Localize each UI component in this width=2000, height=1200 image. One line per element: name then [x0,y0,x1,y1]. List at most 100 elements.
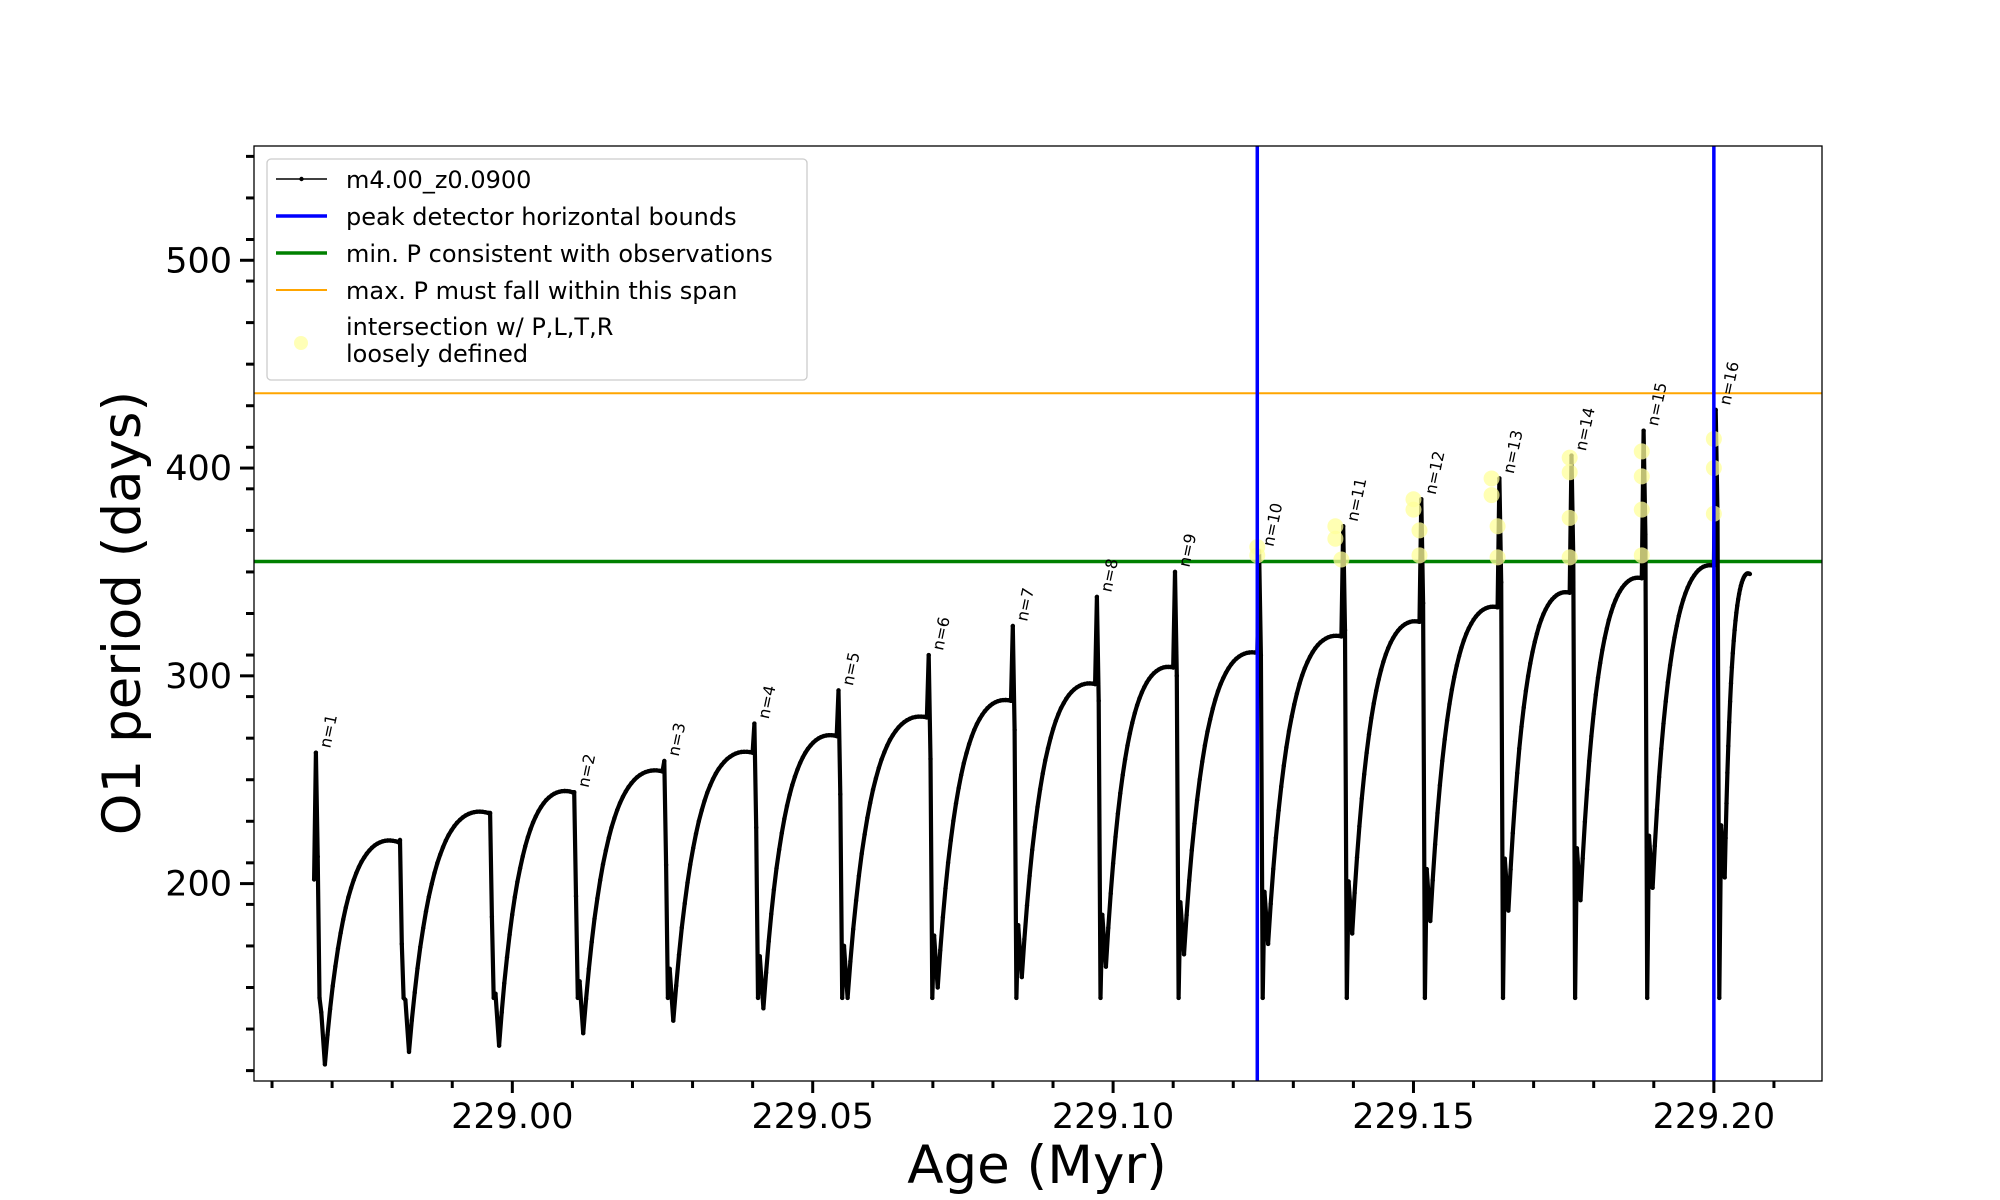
series-point [674,983,679,988]
series-point [1281,763,1287,768]
series-point [948,838,953,843]
series-point [1376,677,1381,682]
series-point [1584,787,1590,792]
series-point [612,816,617,821]
intersection-point [1405,501,1422,518]
series-point [1383,652,1389,657]
series-point [313,750,319,755]
series-point [953,801,959,806]
series-point [583,996,589,1002]
series-point [792,774,798,779]
series-point [961,761,966,766]
series-point [676,952,682,957]
series-point [862,832,867,837]
series-point [1271,866,1276,871]
series-point [1184,912,1189,918]
series-point [1064,696,1069,701]
intersection-point [1483,487,1500,504]
series-point [1643,532,1648,537]
series-point [665,995,671,1001]
series-point [317,995,322,1001]
series-point [1685,585,1690,590]
x-tick-label: 229.05 [751,1097,873,1137]
series-point [1132,711,1137,716]
series-point [595,896,600,901]
series-point [885,743,890,748]
series-point [1541,612,1546,617]
series-point [1122,757,1128,762]
series-point [1654,807,1660,812]
y-axis-label: O1 period (days) [92,391,153,835]
series-point [940,915,946,920]
series-point [1718,823,1724,828]
intersection-point [1561,549,1578,566]
series-point [964,750,969,756]
series-point [1307,654,1313,659]
series-point [784,803,790,809]
series-point [1284,745,1289,750]
series-point [1210,706,1216,711]
series-point [496,1043,502,1048]
series-point [1670,648,1675,653]
series-point [1574,846,1580,851]
series-point [452,824,457,829]
series-point [1617,589,1623,594]
series-point [1723,835,1728,841]
y-axis: 200 300 400 500 [165,154,254,1073]
series-point [972,727,977,732]
series-point [327,1006,333,1012]
series-point [710,776,716,782]
series-point [1432,842,1438,847]
series-point [1567,590,1572,595]
series-point [325,1032,330,1038]
series-point [322,1062,328,1067]
series-point [620,794,626,799]
series-point [1452,674,1457,679]
series-point [1024,903,1030,908]
series-line-group [311,407,1753,1067]
series-point [1572,995,1578,1001]
series-point [489,914,495,920]
series-point [951,818,956,823]
series-point [959,772,964,778]
series-point [705,790,710,795]
series-point [1096,698,1101,703]
series-point [1728,681,1734,686]
series-point [356,864,362,870]
series-point [528,827,533,832]
series-point [1435,810,1440,816]
series-point [980,712,985,717]
series-point [617,800,623,806]
series-point [541,801,546,806]
series-point [507,932,512,937]
series-point [1422,995,1428,1001]
series-point [536,809,541,814]
series-point [1106,925,1111,930]
series-point [1525,674,1531,679]
series-point [1459,645,1464,650]
series-point [755,995,761,1001]
series-point [1471,617,1476,622]
series-point [1447,701,1452,707]
series-point [1510,830,1516,836]
series-point [943,886,948,891]
series-point [969,734,974,739]
series-point [1602,636,1607,641]
series-point [856,873,862,878]
series-point [873,776,879,781]
series-point [1595,675,1601,680]
series-point [1687,580,1693,586]
series-point [446,832,451,838]
series-point [443,838,448,843]
series-point [1378,667,1384,673]
series-point [1532,640,1537,645]
series-point [1262,889,1267,895]
series-point [1731,638,1736,644]
series-point [1215,688,1221,694]
series-point [977,716,982,722]
legend-label-vline: peak detector horizontal bounds [346,203,737,231]
series-point [1722,875,1727,880]
series-point [1534,631,1540,636]
series-point [1302,666,1307,671]
intersection-point [1489,549,1506,566]
